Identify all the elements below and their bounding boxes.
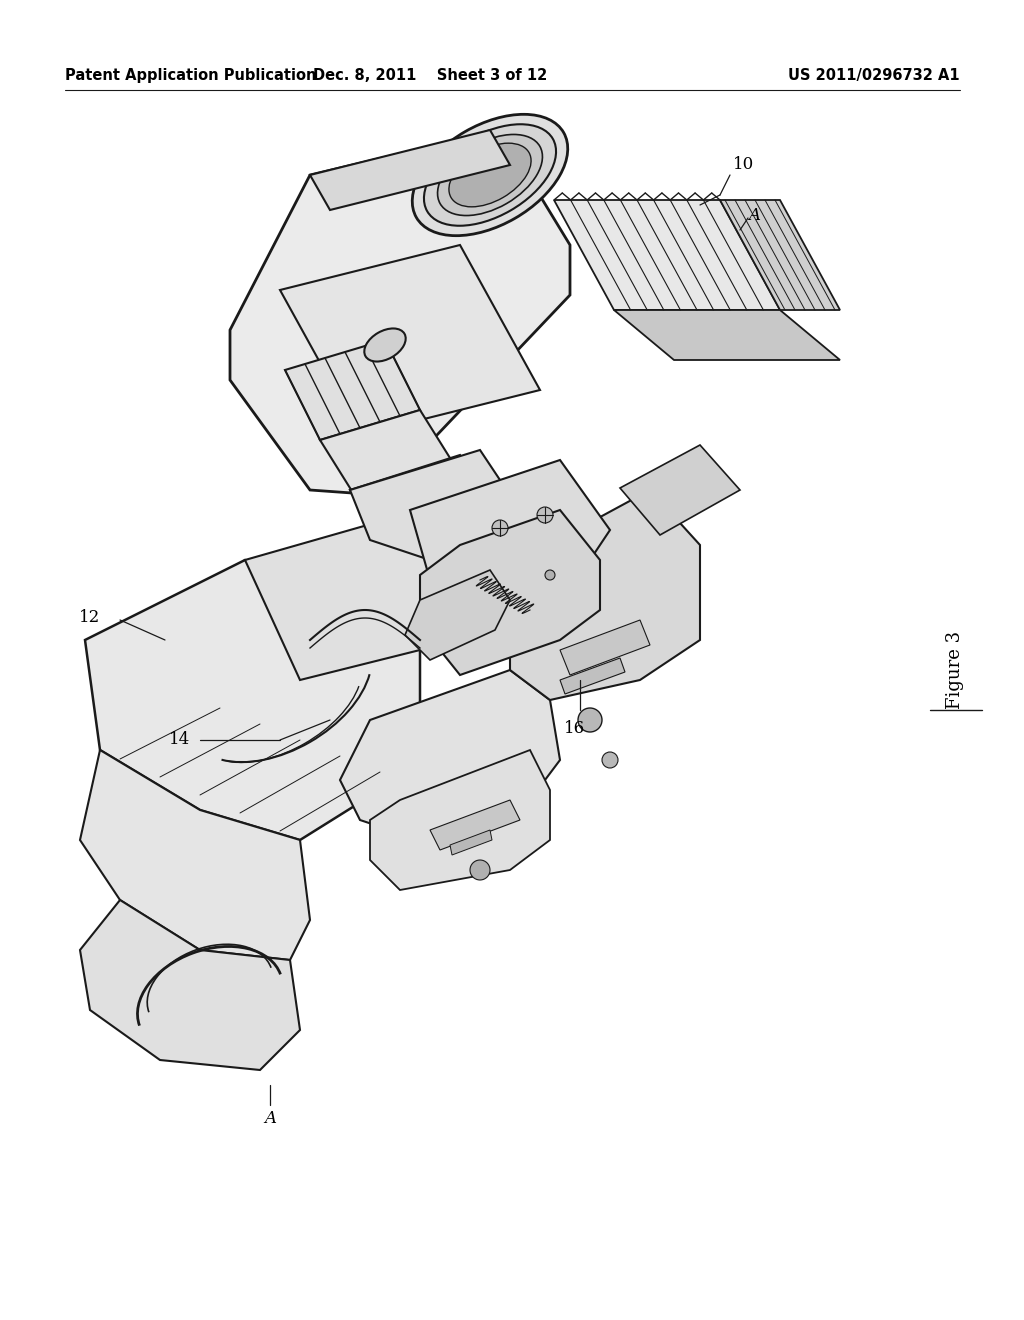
Polygon shape — [620, 445, 740, 535]
Polygon shape — [430, 800, 520, 850]
Circle shape — [492, 520, 508, 536]
Ellipse shape — [424, 124, 556, 226]
Text: Patent Application Publication: Patent Application Publication — [65, 69, 316, 83]
Polygon shape — [554, 201, 780, 310]
Circle shape — [545, 570, 555, 579]
Ellipse shape — [449, 143, 531, 207]
Polygon shape — [450, 830, 492, 855]
Text: 12: 12 — [79, 610, 100, 627]
Polygon shape — [230, 129, 570, 495]
Polygon shape — [350, 450, 520, 570]
Polygon shape — [560, 620, 650, 675]
Circle shape — [537, 507, 553, 523]
Polygon shape — [720, 201, 840, 310]
Polygon shape — [406, 570, 510, 660]
Circle shape — [578, 708, 602, 733]
Polygon shape — [560, 657, 625, 694]
Polygon shape — [80, 750, 310, 960]
Polygon shape — [310, 129, 510, 210]
Text: A: A — [264, 1110, 276, 1127]
Ellipse shape — [437, 135, 543, 215]
Polygon shape — [614, 310, 840, 360]
Polygon shape — [420, 510, 600, 675]
Polygon shape — [420, 490, 470, 554]
Ellipse shape — [365, 329, 406, 362]
Polygon shape — [340, 671, 560, 840]
Text: A: A — [748, 206, 760, 223]
Text: 10: 10 — [733, 156, 755, 173]
Circle shape — [602, 752, 618, 768]
Polygon shape — [370, 750, 550, 890]
Ellipse shape — [413, 115, 567, 236]
Polygon shape — [350, 455, 490, 545]
Text: 16: 16 — [564, 719, 586, 737]
Text: 14: 14 — [169, 731, 190, 748]
Text: US 2011/0296732 A1: US 2011/0296732 A1 — [788, 69, 961, 83]
Polygon shape — [510, 490, 700, 700]
Polygon shape — [280, 246, 540, 436]
Text: Figure 3: Figure 3 — [946, 631, 964, 709]
Text: Dec. 8, 2011    Sheet 3 of 12: Dec. 8, 2011 Sheet 3 of 12 — [313, 69, 547, 83]
Polygon shape — [245, 510, 450, 680]
Polygon shape — [85, 560, 420, 840]
Polygon shape — [80, 900, 300, 1071]
Polygon shape — [410, 459, 610, 601]
Circle shape — [470, 861, 490, 880]
Polygon shape — [319, 411, 470, 520]
Polygon shape — [285, 341, 420, 440]
